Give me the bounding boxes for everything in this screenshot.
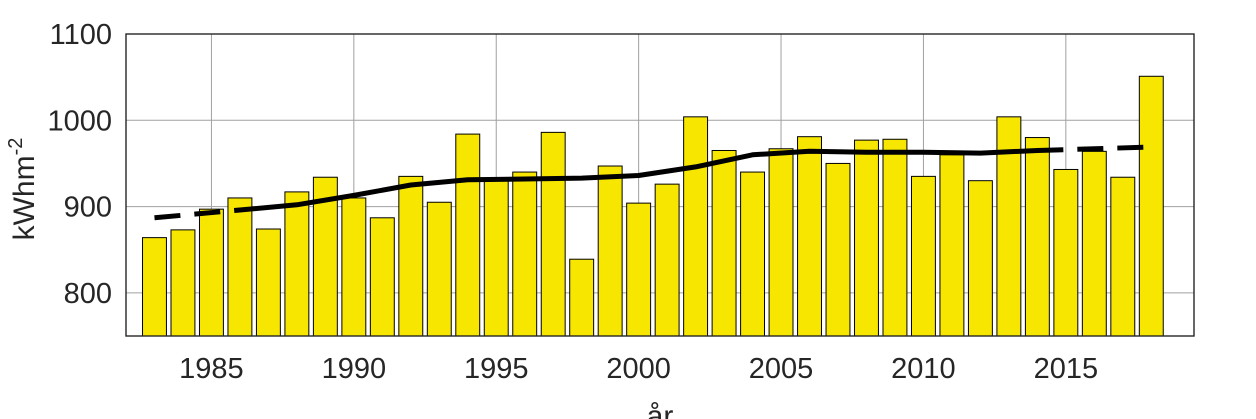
bar-1998 (569, 258, 595, 337)
x-tick-label: 1995 (464, 353, 529, 385)
bar-1986 (227, 197, 253, 337)
x-tick-label: 2015 (1034, 353, 1099, 385)
bar-1987 (255, 228, 281, 337)
bar-2018 (1138, 75, 1164, 337)
bar-2007 (825, 162, 851, 337)
bars (142, 75, 1164, 337)
bar-2003 (711, 149, 737, 337)
y-axis-label-unit: kWhm (8, 155, 41, 240)
bar-1990 (341, 197, 367, 337)
bar-1996 (512, 171, 538, 337)
bar-2005 (768, 148, 794, 337)
x-tick-label: 2010 (891, 353, 956, 385)
trend-solid (237, 148, 1040, 213)
bar-1995 (483, 177, 509, 337)
bar-2006 (797, 136, 822, 337)
bar-2004 (740, 171, 766, 337)
x-tick-label: 2005 (749, 353, 814, 385)
y-tick-label: 900 (64, 192, 112, 224)
y-tick-label: 800 (64, 278, 112, 310)
bar-1984 (170, 229, 196, 337)
y-axis-label-exponent: -2 (5, 138, 27, 156)
bar-2002 (683, 116, 709, 337)
x-axis-label: år (647, 400, 674, 419)
bar-1988 (284, 191, 310, 337)
bar-2001 (654, 183, 680, 337)
bar-1993 (426, 201, 452, 337)
bar-1994 (455, 133, 481, 337)
y-axis-label: kWhm-2 (5, 138, 41, 241)
bar-2000 (626, 202, 652, 337)
bar-2010 (910, 175, 936, 337)
x-tick-label: 1990 (322, 353, 387, 385)
bar-2015 (1053, 168, 1079, 337)
bar-1992 (398, 175, 424, 337)
bar-2012 (967, 180, 993, 337)
bar-2008 (854, 139, 879, 337)
y-tick-label: 1100 (50, 19, 112, 51)
bar-2016 (1081, 150, 1107, 337)
bar-1985 (198, 208, 224, 337)
x-tick-labels: 1985 1990 1995 2000 2005 2010 2015 (179, 353, 1098, 385)
bar-1983 (142, 237, 167, 337)
bar-2009 (882, 138, 908, 337)
trend-dashed-start (154, 207, 241, 221)
bar-1991 (369, 217, 395, 337)
x-tick-label: 1985 (179, 353, 244, 385)
trend-dashed-end (1037, 144, 1152, 153)
trend-lines (154, 144, 1152, 221)
plot-frame (125, 33, 1195, 337)
bar-1999 (597, 165, 623, 337)
bar-2017 (1110, 176, 1136, 337)
y-tick-labels: 800 900 1000 1100 (47, 19, 112, 310)
y-tick-label: 1000 (47, 105, 112, 137)
x-tick-label: 2000 (606, 353, 671, 385)
bar-2011 (939, 154, 965, 337)
bar-1997 (540, 131, 566, 337)
bar-2014 (1024, 137, 1050, 337)
